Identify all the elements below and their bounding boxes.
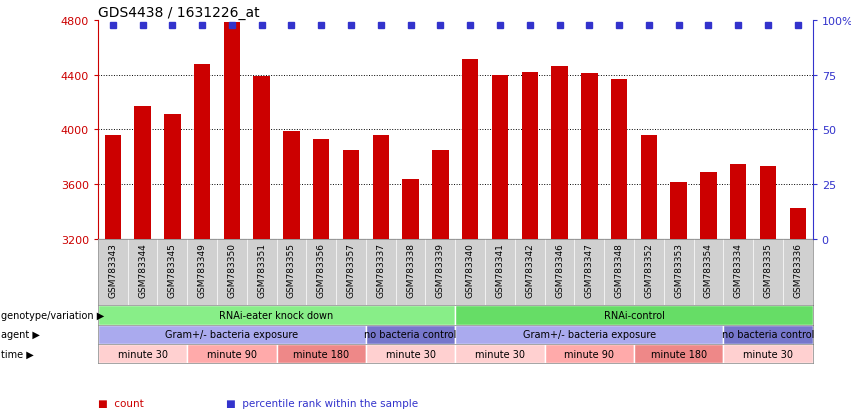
Bar (641, 135, 657, 240)
Text: agent ▶: agent ▶ (1, 330, 40, 339)
Text: GDS4438 / 1631226_at: GDS4438 / 1631226_at (98, 6, 260, 20)
Text: GSM783354: GSM783354 (704, 243, 713, 298)
Text: minute 180: minute 180 (294, 349, 349, 359)
Text: GSM783345: GSM783345 (168, 243, 177, 298)
Bar (723, 325, 813, 344)
Bar (723, 344, 813, 363)
Bar (164, 115, 180, 240)
Text: GSM783342: GSM783342 (525, 243, 534, 297)
Bar (343, 151, 359, 240)
Bar (366, 325, 455, 344)
Text: minute 180: minute 180 (651, 349, 706, 359)
Text: GSM783348: GSM783348 (614, 243, 624, 298)
Bar (283, 131, 300, 240)
Bar (224, 24, 240, 240)
Bar (545, 344, 634, 363)
Text: GSM783353: GSM783353 (674, 243, 683, 298)
Bar (492, 75, 508, 240)
Text: ■  count: ■ count (98, 398, 144, 408)
Text: RNAi-control: RNAi-control (603, 310, 665, 320)
Text: GSM783356: GSM783356 (317, 243, 326, 298)
Bar (277, 344, 366, 363)
Bar (366, 344, 455, 363)
Bar (790, 208, 806, 240)
Text: minute 90: minute 90 (207, 349, 257, 359)
Bar (760, 167, 776, 240)
Text: RNAi-eater knock down: RNAi-eater knock down (220, 310, 334, 320)
Bar (105, 135, 121, 240)
Text: GSM783335: GSM783335 (763, 243, 773, 298)
Bar (194, 64, 210, 240)
Bar (730, 164, 746, 240)
Text: GSM783352: GSM783352 (644, 243, 654, 298)
Text: Gram+/- bacteria exposure: Gram+/- bacteria exposure (523, 330, 656, 339)
Text: GSM783337: GSM783337 (376, 243, 386, 298)
Text: time ▶: time ▶ (1, 349, 33, 359)
Bar (700, 173, 717, 240)
Bar (432, 151, 448, 240)
Text: minute 30: minute 30 (475, 349, 525, 359)
Text: GSM783336: GSM783336 (793, 243, 802, 298)
Text: GSM783340: GSM783340 (465, 243, 475, 298)
Text: minute 30: minute 30 (117, 349, 168, 359)
Text: GSM783344: GSM783344 (138, 243, 147, 297)
Text: GSM783341: GSM783341 (495, 243, 505, 298)
Text: ■  percentile rank within the sample: ■ percentile rank within the sample (226, 398, 418, 408)
Text: GSM783351: GSM783351 (257, 243, 266, 298)
Bar (98, 325, 366, 344)
Bar (373, 135, 389, 240)
Text: GSM783334: GSM783334 (734, 243, 743, 298)
Bar (455, 306, 813, 325)
Text: GSM783347: GSM783347 (585, 243, 594, 298)
Bar (462, 60, 478, 240)
Bar (611, 79, 627, 240)
Text: no bacteria control: no bacteria control (364, 330, 457, 339)
Text: GSM783355: GSM783355 (287, 243, 296, 298)
Bar (98, 344, 187, 363)
Bar (98, 306, 455, 325)
Text: GSM783343: GSM783343 (108, 243, 117, 298)
Text: Gram+/- bacteria exposure: Gram+/- bacteria exposure (165, 330, 299, 339)
Bar (551, 67, 568, 240)
Bar (522, 73, 538, 240)
Bar (581, 74, 597, 240)
Text: GSM783357: GSM783357 (346, 243, 356, 298)
Bar (455, 344, 545, 363)
Bar (254, 77, 270, 240)
Text: genotype/variation ▶: genotype/variation ▶ (1, 310, 104, 320)
Text: no bacteria control: no bacteria control (722, 330, 814, 339)
Bar (313, 140, 329, 240)
Text: minute 30: minute 30 (386, 349, 436, 359)
Text: GSM783339: GSM783339 (436, 243, 445, 298)
Bar (187, 344, 277, 363)
Bar (134, 107, 151, 240)
Bar (455, 325, 723, 344)
Text: GSM783346: GSM783346 (555, 243, 564, 298)
Bar (634, 344, 723, 363)
Text: GSM783338: GSM783338 (406, 243, 415, 298)
Text: minute 90: minute 90 (564, 349, 614, 359)
Text: GSM783350: GSM783350 (227, 243, 237, 298)
Text: GSM783349: GSM783349 (197, 243, 207, 298)
Bar (403, 179, 419, 240)
Bar (671, 182, 687, 240)
Text: minute 30: minute 30 (743, 349, 793, 359)
